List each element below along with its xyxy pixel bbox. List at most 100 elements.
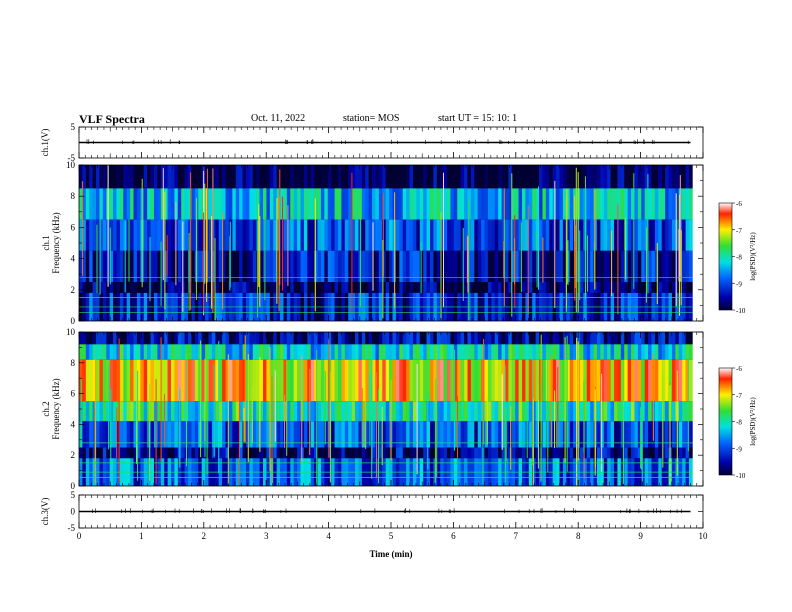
spectrogram-cell: [324, 250, 329, 282]
spectrogram-cell: [491, 332, 496, 345]
spectrogram-cell: [222, 250, 226, 282]
spectrogram-cell: [324, 447, 329, 459]
spectrogram-cell: [174, 165, 179, 189]
spectrogram-cell: [331, 282, 335, 293]
spectrogram-cell: [671, 332, 676, 345]
spectrogram-cell: [164, 344, 168, 360]
spectrogram-cell: [184, 165, 189, 189]
spectrogram-cell: [164, 250, 168, 282]
spectrogram-cell: [378, 250, 383, 282]
spectrogram-cell: [627, 282, 632, 293]
spectrogram-cell: [624, 421, 628, 448]
spectrogram-cell: [532, 332, 536, 345]
spectrogram-cell: [358, 332, 363, 345]
spectrogram-cell: [263, 332, 267, 345]
spectrogram-cell: [556, 250, 560, 282]
spectrogram-cell: [688, 165, 693, 189]
spectrogram-cell: [341, 188, 346, 220]
spectrogram-cell: [126, 282, 131, 293]
spectrogram-cell: [317, 447, 322, 459]
spectrogram-cell: [624, 188, 628, 220]
spectrogram-cell: [464, 447, 468, 459]
spectrogram-cell: [511, 401, 516, 422]
spectrogram-cell: [249, 447, 254, 459]
spectrogram-cell: [334, 332, 339, 345]
spectrogram-cell: [119, 332, 124, 345]
spectrogram-cell: [624, 250, 628, 282]
spectrogram-cell: [385, 282, 390, 293]
spectrogram-cell: [337, 282, 342, 293]
spectrogram-cell: [334, 344, 339, 360]
spectrogram-cell: [160, 165, 165, 189]
spectrogram-cell: [528, 282, 533, 293]
spectrogram-cell: [402, 165, 407, 189]
spectrogram-cell: [147, 344, 151, 360]
spectrogram-cell: [440, 188, 444, 220]
spectrogram-cell: [634, 344, 639, 360]
spectrogram-cell: [522, 359, 526, 402]
spectrogram-cell: [668, 188, 673, 220]
spectrogram-cell: [464, 332, 468, 345]
spectrogram-cell: [487, 344, 492, 360]
spectrogram-cell: [157, 359, 162, 402]
spectrogram-cell: [484, 282, 489, 293]
spectrogram-cell: [286, 447, 291, 459]
spectrogram-cell: [344, 344, 349, 360]
spectrogram-cell: [235, 421, 240, 448]
spectrogram-cell: [147, 332, 151, 345]
spectrogram-cell: [109, 250, 114, 282]
spectrogram-cell: [215, 332, 220, 345]
spectrogram-cell: [252, 165, 257, 189]
spectrogram-cell: [453, 344, 458, 360]
spectrogram-cell: [147, 165, 151, 189]
spectrogram-cell: [119, 165, 124, 189]
spectrogram-cell: [416, 447, 421, 459]
spectrogram-cell: [481, 188, 485, 220]
spectrogram-cell: [457, 250, 461, 282]
spectrogram-cell: [644, 359, 649, 402]
spectrogram-cell: [395, 344, 400, 360]
spectrogram-cell: [150, 188, 155, 220]
spectrogram-cell: [590, 447, 594, 459]
spectrogram-cell: [102, 250, 107, 282]
spectrogram-cell: [596, 165, 601, 189]
spectrogram-cell: [286, 332, 291, 345]
spectrogram-cell: [99, 421, 104, 448]
spectrogram-cell: [552, 447, 557, 459]
spectrogram-cell: [392, 447, 397, 459]
spectrogram-cell: [211, 344, 216, 360]
spectrogram-cell: [375, 344, 380, 360]
spectrogram-cell: [631, 359, 635, 402]
spectrogram-cell: [307, 250, 312, 282]
spectrogram-cell: [395, 250, 400, 282]
spectrogram-cell: [344, 250, 349, 282]
spectrogram-cell: [280, 332, 284, 345]
spectrogram-cell: [423, 188, 427, 220]
spectrogram-cell: [590, 165, 594, 189]
spectrogram-cell: [491, 359, 496, 402]
spectrogram-cell: [119, 421, 124, 448]
spectrogram-cell: [133, 447, 138, 459]
spectrogram-cell: [654, 447, 659, 459]
spectrogram-cell: [549, 282, 553, 293]
spectrogram-cell: [256, 332, 260, 345]
spectrogram-cell: [665, 188, 669, 220]
spectrogram-cell: [634, 250, 639, 282]
spectrogram-cell: [419, 219, 424, 251]
spectrogram-cell: [365, 332, 369, 345]
spectrogram-cell: [297, 250, 301, 282]
spectrogram-cell: [532, 421, 536, 448]
spectrogram-cell: [593, 332, 598, 345]
spectrogram-cell: [116, 344, 121, 360]
spectrogram-cell: [409, 421, 414, 448]
spectrogram-cell: [358, 401, 363, 422]
spectrogram-cell: [140, 332, 145, 345]
spectrogram-cell: [273, 188, 277, 220]
spectrogram-cell: [542, 219, 547, 251]
spectrogram-cell: [378, 332, 383, 345]
spectrogram-cell: [447, 359, 451, 402]
spectrogram-cell: [600, 165, 605, 189]
spectrogram-cell: [177, 282, 182, 293]
spectrogram-cell: [566, 282, 571, 293]
spectrogram-cell: [419, 447, 424, 459]
